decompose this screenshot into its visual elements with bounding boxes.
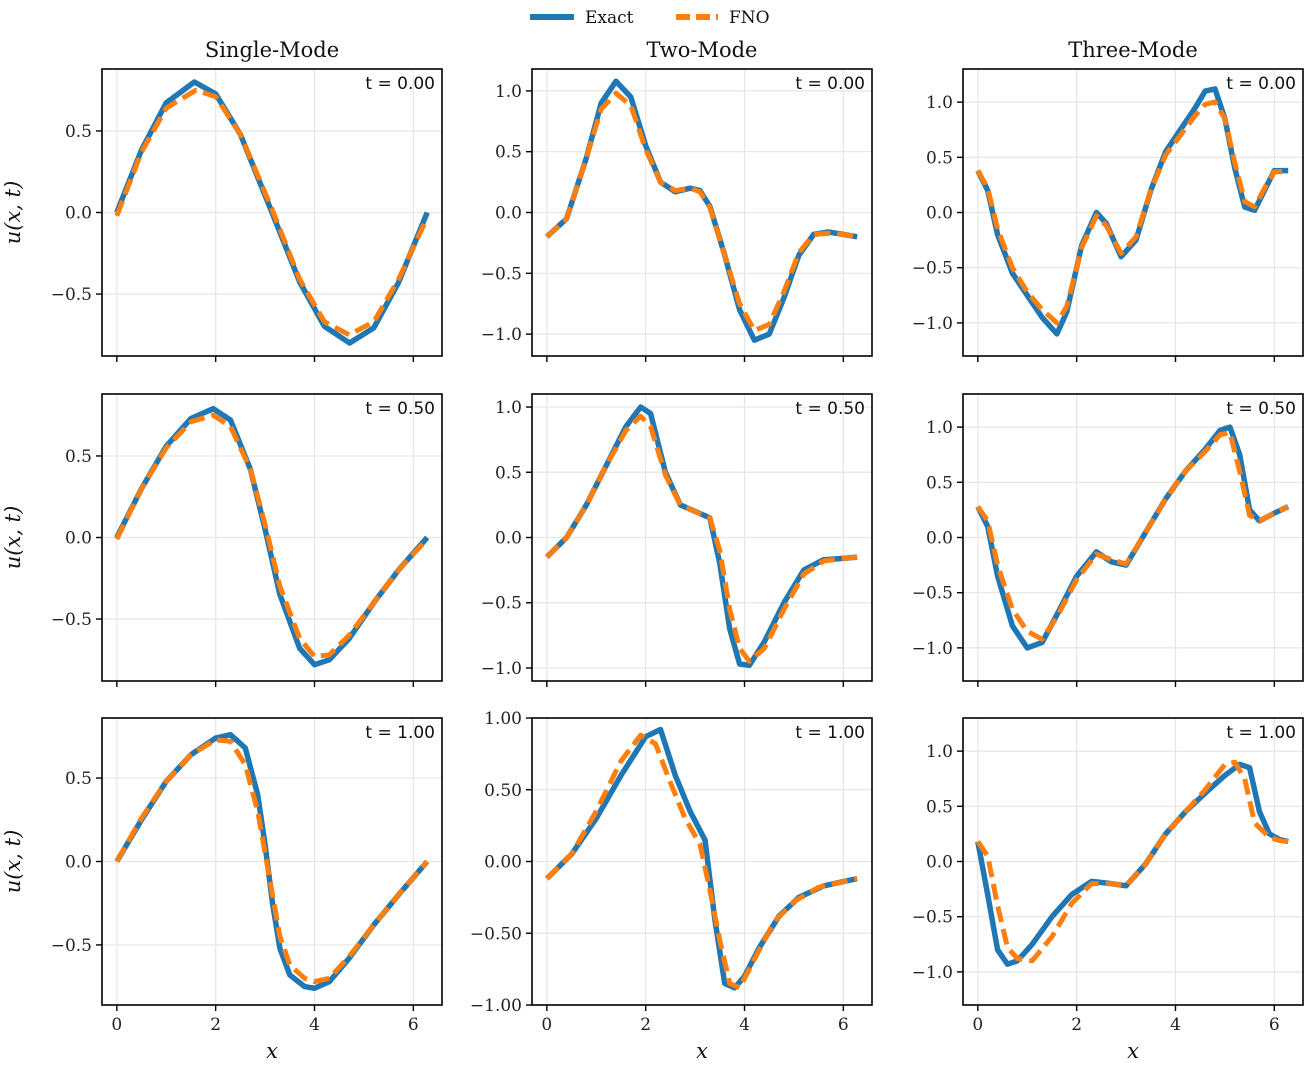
series-line-fno <box>114 412 430 659</box>
subplot-r2-c2: 0 2 4 6 1.0 0.5 0.0 −0.5 −1.0 t = 1.00 x <box>912 717 1304 1063</box>
series-line-fno <box>975 759 1289 964</box>
series-line-exact <box>544 78 858 343</box>
y-tick-label: 0.5 <box>65 447 92 467</box>
y-tick-label: 0.0 <box>926 204 953 224</box>
column-title: Two-Mode <box>647 38 758 62</box>
x-tick-label: 4 <box>1170 1015 1181 1035</box>
y-tick-label: −1.0 <box>912 314 953 334</box>
column-title: Three-Mode <box>1068 38 1198 62</box>
series-line-fno <box>545 732 858 991</box>
y-tick-label: 1.0 <box>495 398 522 418</box>
x-tick-label: 6 <box>408 1015 419 1035</box>
time-annotation: t = 1.00 <box>795 723 865 743</box>
subplot-r0-c2: 1.0 0.5 0.0 −0.5 −1.0 t = 0.00 Three-Mode <box>912 38 1304 362</box>
y-tick-label: 1.0 <box>926 93 953 113</box>
series-line-exact <box>975 86 1289 337</box>
y-tick-label: 0.5 <box>495 143 522 163</box>
time-annotation: t = 0.50 <box>1226 399 1296 419</box>
time-annotation: t = 0.00 <box>365 74 435 94</box>
x-tick-label: 4 <box>309 1015 320 1035</box>
subplot-r0-c0: 0.5 0.0 −0.5 t = 0.00 Single-Mode u(x, t) <box>1 38 443 362</box>
legend-fno-label: FNO <box>729 8 770 28</box>
x-tick-label: 0 <box>972 1015 983 1035</box>
y-tick-label: 0.5 <box>65 122 92 142</box>
time-annotation: t = 0.50 <box>365 399 435 419</box>
y-tick-label: −1.0 <box>912 963 953 983</box>
y-tick-label: 0.0 <box>495 529 522 549</box>
time-annotation: t = 0.50 <box>795 399 865 419</box>
x-axis-label: x <box>266 1039 278 1063</box>
y-tick-label: 0.5 <box>926 148 953 168</box>
x-tick-label: 2 <box>210 1015 221 1035</box>
y-axis-label: u(x, t) <box>1 506 25 570</box>
y-tick-label: −0.5 <box>51 936 92 956</box>
subplot-r0-c1: 1.0 0.5 0.0 −0.5 −1.0 t = 0.00 Two-Mode <box>481 38 873 362</box>
x-tick-label: 6 <box>838 1015 849 1035</box>
y-tick-label: 0.0 <box>926 853 953 873</box>
y-tick-label: −0.5 <box>51 610 92 630</box>
y-axis-label: u(x, t) <box>1 830 25 894</box>
subplot-r1-c2: 1.0 0.5 0.0 −0.5 −1.0 t = 0.50 <box>912 393 1304 687</box>
subplot-r1-c1: 1.0 0.5 0.0 −0.5 −1.0 t = 0.50 <box>481 393 873 687</box>
x-tick-label: 2 <box>1071 1015 1082 1035</box>
y-tick-label: 0.0 <box>65 204 92 224</box>
x-axis-label: x <box>696 1039 708 1063</box>
y-tick-label: 0.5 <box>926 473 953 493</box>
y-tick-label: −1.0 <box>481 325 522 345</box>
series-line-fno <box>975 99 1289 326</box>
series-line-fno <box>975 430 1290 642</box>
series-line-fno <box>114 737 430 985</box>
y-tick-label: 0.5 <box>926 797 953 817</box>
legend: Exact FNO <box>530 8 770 28</box>
y-tick-label: 1.00 <box>484 709 522 729</box>
y-tick-label: 0.0 <box>926 529 953 549</box>
series-line-fno <box>114 87 430 338</box>
time-annotation: t = 1.00 <box>365 723 435 743</box>
y-tick-label: 0.0 <box>65 853 92 873</box>
y-tick-label: 0.0 <box>65 529 92 549</box>
column-title: Single-Mode <box>205 38 339 62</box>
series-line-exact <box>114 405 430 668</box>
x-axis-label: x <box>1127 1039 1139 1063</box>
x-tick-label: 0 <box>541 1015 552 1035</box>
y-tick-label: 1.0 <box>926 418 953 438</box>
y-tick-label: −0.50 <box>470 924 522 944</box>
series-line-exact <box>544 404 858 669</box>
x-tick-label: 6 <box>1269 1015 1280 1035</box>
x-tick-label: 4 <box>739 1015 750 1035</box>
series-line-fno <box>545 90 858 333</box>
subplot-r2-c1: 0 2 4 6 1.00 0.50 0.00 −0.50 −1.00 t = 1.00 x <box>470 709 873 1063</box>
y-tick-label: −0.5 <box>51 285 92 305</box>
x-tick-label: 2 <box>640 1015 651 1035</box>
y-tick-label: 0.50 <box>484 781 522 801</box>
subplot-r2-c0: 0 2 4 6 0.5 0.0 −0.5 t = 1.00 u(x, t) x <box>1 717 443 1063</box>
x-tick-label: 0 <box>111 1015 122 1035</box>
y-tick-label: 1.0 <box>495 82 522 102</box>
y-tick-label: 1.0 <box>926 742 953 762</box>
subplot-r1-c0: 0.5 0.0 −0.5 t = 0.50 u(x, t) <box>1 393 443 687</box>
y-tick-label: −1.0 <box>912 639 953 659</box>
y-tick-label: 0.5 <box>495 463 522 483</box>
y-tick-label: 0.5 <box>65 769 92 789</box>
series-line-exact <box>975 761 1289 967</box>
time-annotation: t = 0.00 <box>795 74 865 94</box>
y-tick-label: −0.5 <box>481 594 522 614</box>
time-annotation: t = 1.00 <box>1226 723 1296 743</box>
y-tick-label: −1.00 <box>470 996 522 1016</box>
y-axis-label: u(x, t) <box>1 181 25 245</box>
y-tick-label: −1.0 <box>481 659 522 679</box>
y-tick-label: −0.5 <box>481 264 522 284</box>
y-tick-label: −0.5 <box>912 584 953 604</box>
y-tick-label: −0.5 <box>912 259 953 279</box>
series-line-fno <box>545 413 858 664</box>
legend-exact-label: Exact <box>585 8 634 28</box>
y-tick-label: 0.0 <box>495 204 522 224</box>
y-tick-label: 0.00 <box>484 853 522 873</box>
time-annotation: t = 0.00 <box>1226 74 1296 94</box>
y-tick-label: −0.5 <box>912 908 953 928</box>
